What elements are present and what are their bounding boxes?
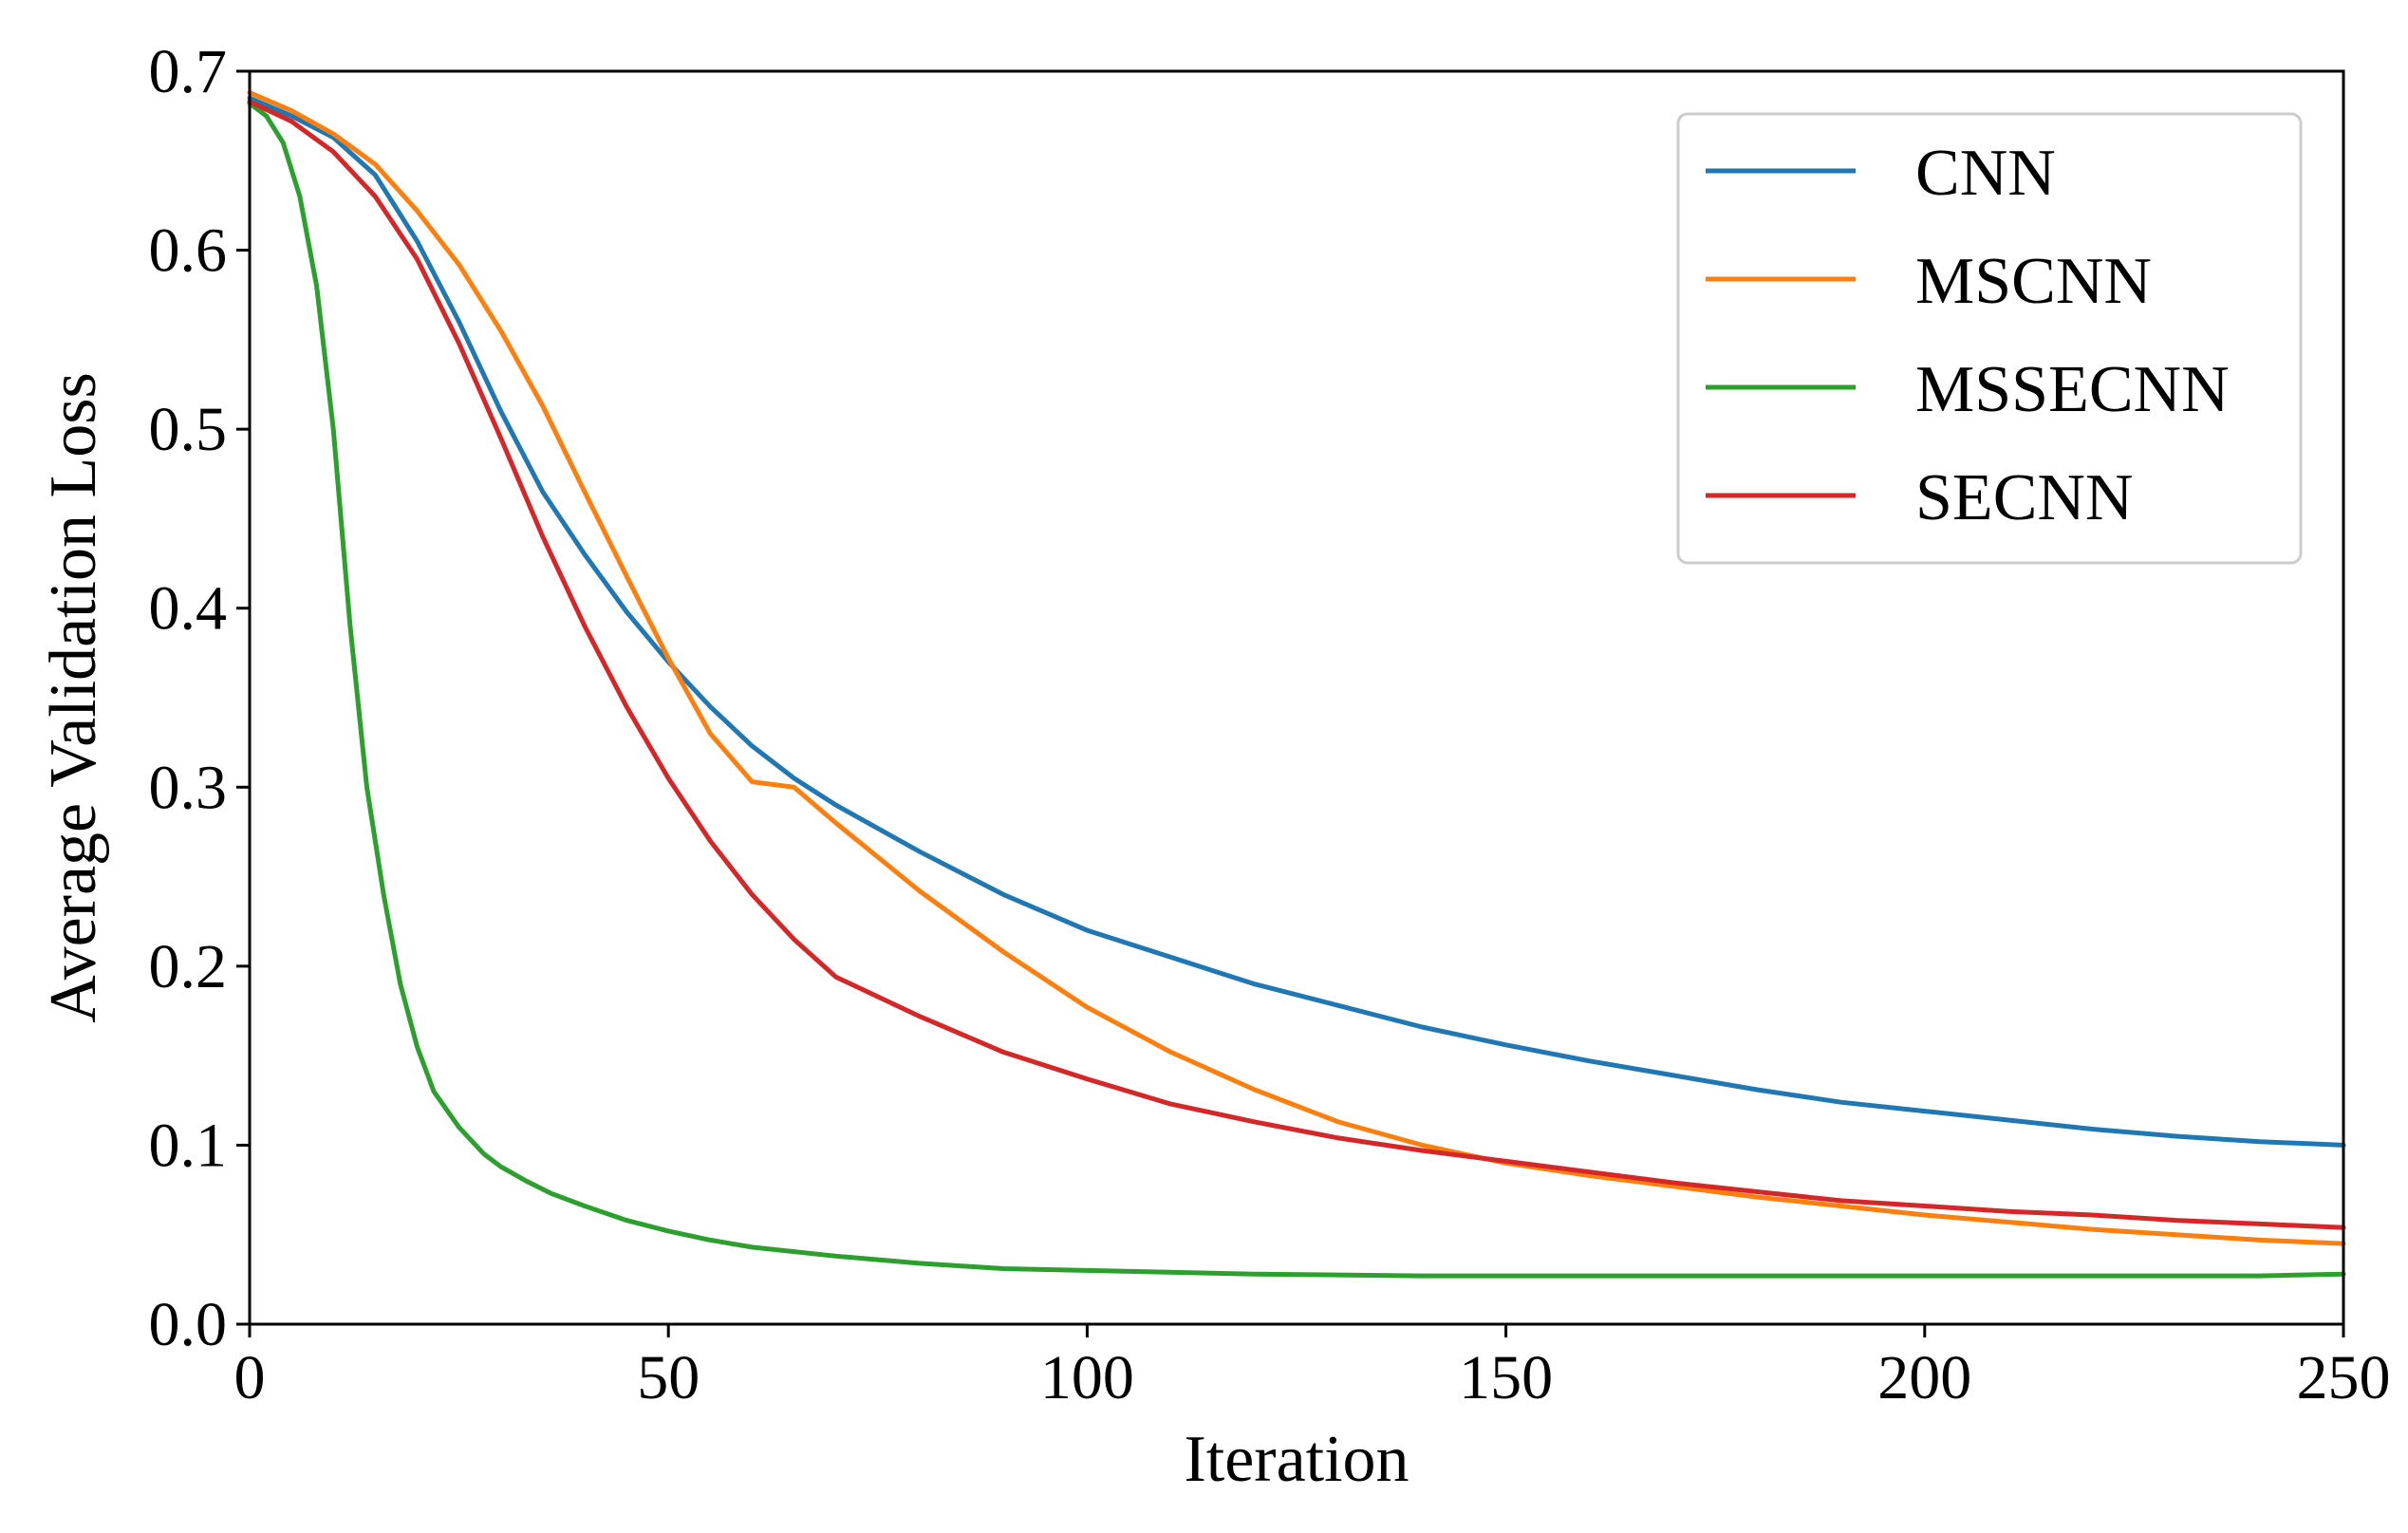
legend-label-cnn: CNN	[1915, 137, 2056, 210]
y-axis-ticks: 0.0 0.1 0.2 0.3 0.4 0.5 0.6 0.7	[149, 37, 250, 1359]
y-tick-label: 0.2	[149, 932, 228, 1001]
x-axis-ticks: 0 50 100 150 200 250	[234, 1324, 2391, 1412]
x-tick-label: 0	[234, 1343, 266, 1412]
y-tick-label: 0.0	[149, 1290, 228, 1359]
legend-entries: CNN MSCNN MSSECNN SECNN	[1706, 137, 2230, 534]
series-line-mscnn	[247, 90, 2346, 1246]
y-axis-label: Average Validation Loss	[37, 372, 110, 1023]
legend-box	[1676, 112, 2303, 565]
series-line-mssecnn	[247, 101, 2346, 1279]
x-tick-label: 250	[2297, 1343, 2391, 1412]
x-tick-label: 200	[1877, 1343, 1971, 1412]
legend-label-mssecnn: MSSECNN	[1915, 353, 2230, 426]
x-tick-label: 150	[1459, 1343, 1553, 1412]
legend-label-mscnn: MSCNN	[1915, 245, 2152, 318]
series-layer	[247, 90, 2346, 1279]
y-tick-label: 0.4	[149, 574, 228, 644]
y-tick-label: 0.6	[149, 216, 228, 286]
plot-frame	[248, 69, 2345, 1326]
y-tick-label: 0.3	[149, 753, 228, 822]
legend: CNN MSCNN MSSECNN SECNN	[1676, 112, 2303, 565]
x-tick-label: 50	[637, 1343, 700, 1412]
x-tick-label: 100	[1040, 1343, 1134, 1412]
series-line-cnn	[247, 95, 2346, 1148]
x-axis-label: Iteration	[1184, 1423, 1409, 1496]
y-tick-label: 0.7	[149, 37, 228, 106]
legend-label-secnn: SECNN	[1915, 461, 2133, 534]
series-line-secnn	[247, 99, 2346, 1230]
y-tick-label: 0.1	[149, 1111, 228, 1180]
y-tick-label: 0.5	[149, 395, 228, 464]
